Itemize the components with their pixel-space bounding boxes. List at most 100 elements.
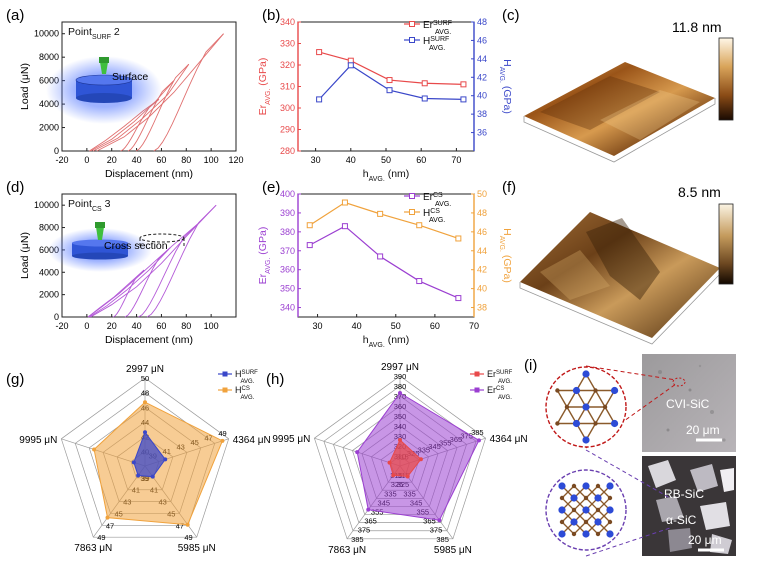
micro-image-cvi-speckle [658,364,726,442]
charts-layer: -200204060801001200200040006000800010000… [19,17,528,556]
lattice-rb [558,482,614,538]
radar-tick-h: 385 [436,535,449,544]
x-tick-label-d: 60 [156,321,166,331]
radar-tick-g: 47 [106,521,114,530]
series-line-er-e [309,225,459,299]
y-axis-label-right-b: HAVG. (GPa) [499,59,514,114]
inset-label-d: Cross section [104,240,168,252]
radar-point-surf-g [136,473,141,478]
y-axis-label-right-e: HAVG. (GPa) [499,228,514,283]
lattice-atom [595,507,601,513]
radar-tick-h: 385 [471,428,484,437]
y-tick-label-left-b: 300 [280,103,295,113]
lattice-atom [582,482,590,490]
lattice-atom [582,370,590,378]
x-axis-label-e-part: AVG. [369,342,385,349]
sample-slab-top [72,239,128,247]
lattice-atom [570,494,578,502]
micro-label-rb: RB-SiC [664,487,704,501]
loading-curve-d [87,247,171,318]
x-tick-label-d: 40 [132,321,142,331]
radar-axis-label-g: 7863 μN [74,543,112,554]
legend-marker-h [474,387,480,393]
y-axis-label-d: Load (μN) [19,232,31,279]
unloading-curve-d [146,204,217,318]
loading-curve-d [87,269,145,318]
lattice-atom [571,531,577,537]
panel-label-h: (h) [266,371,284,388]
panel-label-i: (i) [524,357,537,374]
afm-colorbar-f [718,203,734,285]
y-axis-label-left-b-part: (GPa) [257,58,269,89]
x-tick-label-d: -20 [55,321,68,331]
legend-label-g-part: SURF [242,370,259,376]
x-axis-label-e: hAVG. (nm) [363,334,410,349]
x-tick-label-a: 60 [156,155,166,165]
x-axis-label-e-part: h [363,334,369,346]
x-tick-label-e: 70 [469,321,479,331]
y-tick-label-left-e: 350 [280,284,295,294]
legend-marker-h [474,371,480,377]
panel-label-c: (c) [502,7,520,24]
radar-point-surf-h [387,460,392,465]
y-tick-label-d: 8000 [39,223,59,233]
y-tick-label-left-e: 380 [280,227,295,237]
legend-marker-b [409,21,415,27]
lattice-atom [606,530,614,538]
micro-image-rb-grains [648,460,734,554]
x-axis-label-d: Displacement (nm) [105,334,193,346]
radar-axis-label-g: 9995 μN [19,435,57,446]
y-axis-label-left-e: ErAVG. (GPa) [257,227,272,285]
lattice-atom [582,436,590,444]
radar-grid-h [313,375,487,540]
indenter-holder-icon [95,222,105,228]
lattice-bond [594,390,606,408]
y-tick-label-right-e: 42 [477,265,487,275]
micro-label-cvi: CVI-SiC [666,397,710,411]
radar-tick-g: 49 [218,429,226,438]
legend-label-sub-g: AVG. [241,379,255,385]
radar-axis-label-h: 2997 μN [381,362,419,373]
lattice-bond [561,485,575,499]
y-tick-label-a: 8000 [39,52,59,62]
panel-title-a: PointSURF 2 [68,26,120,41]
x-tick-label-d: 100 [204,321,219,331]
micro-image-cvi [642,354,736,452]
lattice-atom [558,530,566,538]
panel-title-d-part: 3 [102,198,111,210]
legend-label-e-part: H [423,208,430,219]
y-tick-label-right-e: 46 [477,227,487,237]
zoom-line-rb-top [585,449,671,499]
unloading-curve-d [124,247,171,318]
radar-grid-g [60,377,230,538]
lattice-bond [556,390,568,408]
legend-label-sub-e: AVG. [429,217,445,224]
lattice-bond [597,521,611,535]
y-tick-label-right-b: 36 [477,128,487,138]
legend-marker-e [409,193,415,199]
lattice-atom [555,421,560,426]
lattice-atom [582,403,590,411]
radar-tick-h: 375 [430,526,443,535]
legend-label-e-part: CS [433,192,443,199]
legend-label-g: HSURF [235,369,258,379]
radar-tick-h: 365 [423,517,436,526]
y-tick-label-right-b: 40 [477,91,487,101]
legend-label-sub-h: AVG. [498,395,512,401]
lattice-bond [594,406,606,424]
legend-marker-g [222,371,228,377]
data-point-h-e [455,235,462,242]
legend-label-e-part: Er [423,192,434,203]
radar-point-cs-h [366,507,371,512]
radar-tick-g: 49 [184,533,192,542]
data-point-er-b [316,49,323,56]
radar-point-surf-h [398,438,402,442]
x-axis-label-b-part: (nm) [385,168,410,180]
y-tick-label-left-b: 290 [280,125,295,135]
lattice-atom [594,494,602,502]
x-axis-label-b: hAVG. (nm) [363,168,410,183]
lattice-atom [595,531,601,537]
lattice-atom [607,495,613,501]
lattice-atom [606,506,614,514]
